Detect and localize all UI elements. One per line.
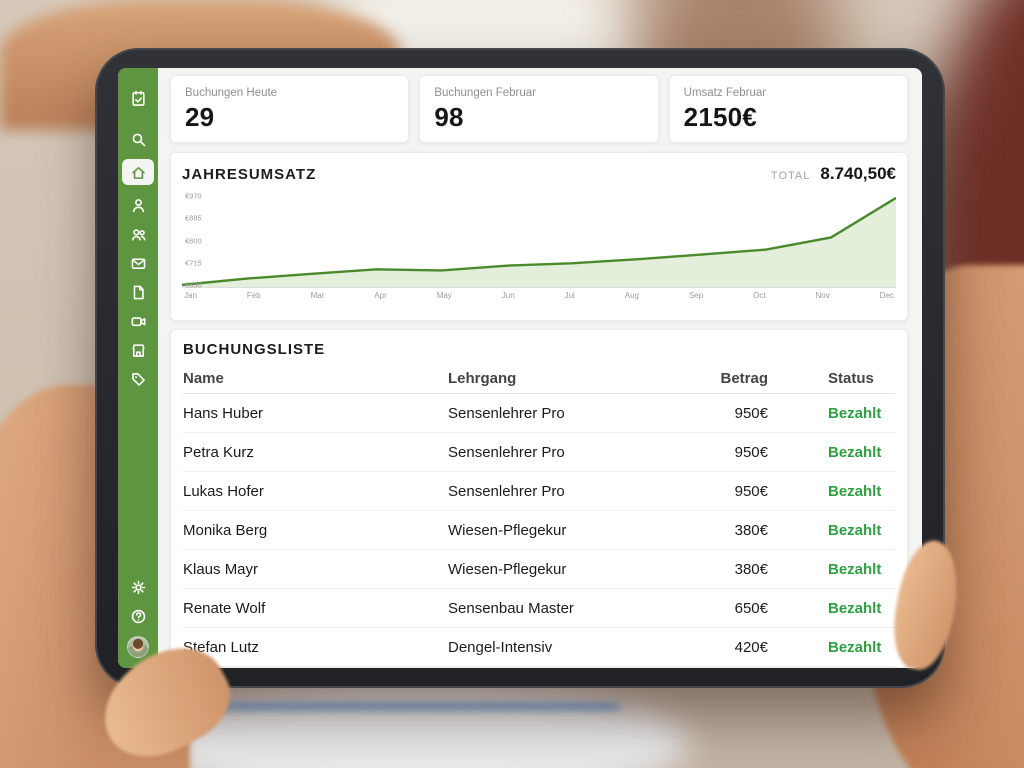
- table-row[interactable]: Stefan Lutz Dengel-Intensiv 420€ Bezahlt: [183, 628, 895, 667]
- column-header-status[interactable]: Status: [828, 370, 874, 387]
- stat-label: Buchungen Heute: [185, 87, 278, 99]
- booking-list-card: BUCHUNGSLISTE Name Lehrgang Betrag Statu…: [170, 329, 908, 668]
- revenue-chart-svg: [182, 192, 896, 287]
- chart-title: JAHRESUMSATZ: [182, 166, 317, 183]
- chart-total: TOTAL 8.740,50€: [771, 164, 896, 184]
- cell-status: Bezahlt: [828, 521, 882, 539]
- table-row[interactable]: Klaus Mayr Wiesen-Pflegekur 380€ Bezahlt: [183, 550, 895, 589]
- table-row[interactable]: Petra Kurz Sensenlehrer Pro 950€ Bezahlt: [183, 433, 895, 472]
- search-icon[interactable]: [123, 130, 153, 148]
- cell-betrag: 420€: [734, 638, 768, 656]
- cell-betrag: 950€: [734, 443, 768, 461]
- revenue-chart-plot[interactable]: €970 €885 €800 €715 €630: [182, 191, 896, 290]
- sidebar: [118, 68, 158, 668]
- cell-status: Bezahlt: [828, 443, 882, 461]
- booking-table-body: Hans Huber Sensenlehrer Pro 950€ Bezahlt Pet…: [183, 394, 895, 667]
- contacts-icon[interactable]: [123, 225, 153, 243]
- x-axis-tick: Mar: [310, 291, 325, 300]
- cell-lehrgang: Dengel-Intensiv: [448, 638, 553, 656]
- y-axis-tick: €885: [185, 213, 202, 223]
- table-row[interactable]: Lukas Hofer Sensenlehrer Pro 950€ Bezahlt: [183, 472, 895, 511]
- settings-gear-icon[interactable]: [123, 578, 153, 596]
- table-row[interactable]: Hans Huber Sensenlehrer Pro 950€ Bezahlt: [183, 394, 895, 433]
- booking-icon[interactable]: [123, 89, 153, 107]
- cell-status: Bezahlt: [828, 560, 882, 578]
- table-surface: [150, 683, 690, 768]
- table-edge-highlight: [190, 703, 620, 710]
- x-axis-tick: Oct: [753, 291, 766, 300]
- column-header-name[interactable]: Name: [183, 370, 224, 387]
- total-label: TOTAL: [770, 170, 811, 182]
- cell-status: Bezahlt: [828, 638, 882, 656]
- tag-icon[interactable]: [123, 370, 153, 388]
- y-axis-tick: €800: [185, 236, 202, 246]
- x-axis-tick: Apr: [374, 291, 387, 300]
- cell-name: Renate Wolf: [183, 599, 266, 617]
- cell-lehrgang: Sensenlehrer Pro: [448, 404, 565, 422]
- y-axis-tick: €630: [185, 280, 202, 290]
- x-axis-tick: Feb: [246, 291, 261, 300]
- table-title: BUCHUNGSLISTE: [183, 341, 326, 358]
- cell-betrag: 950€: [734, 482, 768, 500]
- table-header: Name Lehrgang Betrag Status: [183, 364, 895, 394]
- stat-label: Umsatz Februar: [683, 87, 767, 99]
- x-axis-tick: May: [436, 291, 452, 300]
- x-axis-tick: Nov: [815, 291, 830, 300]
- stat-card-bookings-today: Buchungen Heute 29: [170, 75, 410, 143]
- store-icon[interactable]: [123, 341, 153, 359]
- y-axis-tick: €970: [185, 191, 202, 201]
- document-icon[interactable]: [123, 283, 153, 301]
- cell-betrag: 380€: [734, 560, 768, 578]
- user-avatar[interactable]: [127, 636, 149, 658]
- stat-card-bookings-month: Buchungen Februar 98: [419, 75, 659, 143]
- annual-revenue-card: JAHRESUMSATZ TOTAL 8.740,50€ €970 €885 €80…: [170, 152, 908, 321]
- cell-name: Lukas Hofer: [183, 482, 264, 500]
- stats-row: Buchungen Heute 29 Buchungen Februar 98 …: [170, 75, 908, 143]
- x-axis-tick: Sep: [688, 291, 704, 300]
- table-row[interactable]: Monika Berg Wiesen-Pflegekur 380€ Bezahlt: [183, 511, 895, 550]
- cell-status: Bezahlt: [828, 404, 882, 422]
- cell-betrag: 650€: [734, 599, 768, 617]
- person-icon[interactable]: [123, 196, 153, 214]
- cell-status: Bezahlt: [828, 482, 882, 500]
- mail-icon[interactable]: [123, 254, 153, 272]
- y-axis-tick: €715: [185, 258, 202, 268]
- x-axis-tick: Dec: [879, 291, 894, 300]
- column-header-betrag[interactable]: Betrag: [720, 370, 768, 387]
- cell-status: Bezahlt: [828, 599, 882, 617]
- app-screen: Buchungen Heute 29 Buchungen Februar 98 …: [118, 68, 922, 668]
- tablet-device: Buchungen Heute 29 Buchungen Februar 98 …: [95, 48, 945, 688]
- cell-name: Petra Kurz: [183, 443, 254, 461]
- cell-name: Klaus Mayr: [183, 560, 259, 578]
- cell-name: Monika Berg: [183, 521, 268, 539]
- stat-label: Buchungen Februar: [434, 87, 536, 99]
- help-icon[interactable]: [123, 607, 153, 625]
- cell-betrag: 380€: [734, 521, 768, 539]
- total-value: 8.740,50€: [820, 164, 896, 183]
- home-icon[interactable]: [122, 159, 154, 185]
- stat-value: 98: [434, 102, 464, 132]
- cell-name: Stefan Lutz: [183, 638, 259, 656]
- cell-lehrgang: Sensenlehrer Pro: [448, 482, 565, 500]
- x-axis-tick: Jul: [564, 291, 575, 300]
- video-icon[interactable]: [123, 312, 153, 330]
- stat-value: 2150€: [683, 102, 757, 132]
- column-header-lehrgang[interactable]: Lehrgang: [448, 370, 517, 387]
- x-axis-tick: Jan: [184, 291, 197, 300]
- chart-x-labels: Jan Feb Mar Apr May Jun Jul Aug Sep Oct Nov Dec: [182, 288, 896, 300]
- stat-card-revenue-month: Umsatz Februar 2150€: [668, 75, 908, 143]
- cell-betrag: 950€: [734, 404, 768, 422]
- cell-lehrgang: Wiesen-Pflegekur: [448, 521, 567, 539]
- stat-value: 29: [185, 102, 215, 132]
- dashboard-content: Buchungen Heute 29 Buchungen Februar 98 …: [158, 68, 922, 668]
- cell-lehrgang: Sensenbau Master: [448, 599, 574, 617]
- x-axis-tick: Jun: [501, 291, 515, 300]
- x-axis-tick: Aug: [624, 291, 639, 300]
- cell-lehrgang: Wiesen-Pflegekur: [448, 560, 567, 578]
- chart-header: JAHRESUMSATZ TOTAL 8.740,50€: [182, 164, 896, 184]
- table-row[interactable]: Renate Wolf Sensenbau Master 650€ Bezahlt: [183, 589, 895, 628]
- cell-name: Hans Huber: [183, 404, 264, 422]
- cell-lehrgang: Sensenlehrer Pro: [448, 443, 565, 461]
